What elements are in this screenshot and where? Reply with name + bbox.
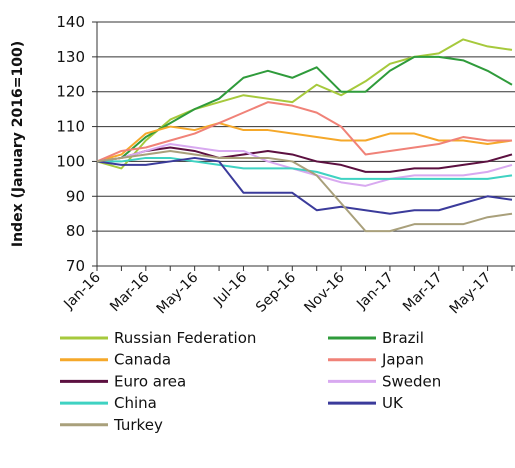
x-tick-label: Jan-17: [353, 270, 396, 313]
series-line: [96, 146, 513, 173]
series-line: [97, 156, 513, 180]
legend-label: Russian Federation: [114, 329, 256, 347]
legend-label: China: [114, 394, 157, 412]
y-tick-label: 70: [66, 257, 85, 275]
legend-label: Euro area: [114, 372, 186, 390]
legend-label: UK: [382, 394, 404, 412]
legend-label: Canada: [114, 351, 171, 369]
y-axis-label: Index (January 2016=100): [10, 41, 26, 247]
x-tick-label: Nov-16: [301, 269, 348, 316]
legend-label: Japan: [381, 351, 424, 369]
y-tick-label: 100: [56, 152, 85, 170]
legend-label: Brazil: [382, 329, 424, 347]
x-tick-label: Jul-16: [210, 269, 250, 309]
series-line: [96, 122, 513, 163]
x-tick-label: Jan-16: [60, 269, 104, 313]
y-tick-label: 90: [66, 187, 85, 205]
series-line: [96, 143, 513, 187]
x-tick-label: Sep-16: [253, 269, 299, 315]
y-tick-label: 80: [66, 222, 85, 240]
y-tick-label: 110: [56, 118, 85, 136]
x-tick-label: May-16: [154, 269, 202, 317]
x-tick-label: May-17: [447, 270, 495, 318]
series-line: [96, 149, 513, 233]
x-tick-label: Mar-17: [400, 270, 446, 316]
legend-label: Turkey: [113, 416, 163, 434]
series-line: [96, 156, 513, 215]
y-tick-label: 120: [56, 83, 85, 101]
series-line: [96, 55, 513, 163]
series-line: [96, 38, 513, 170]
series-line: [96, 101, 512, 163]
y-tick-label: 140: [56, 13, 85, 31]
x-tick-label: Mar-16: [107, 269, 153, 315]
legend-label: Sweden: [382, 372, 441, 390]
y-tick-label: 130: [56, 48, 85, 66]
